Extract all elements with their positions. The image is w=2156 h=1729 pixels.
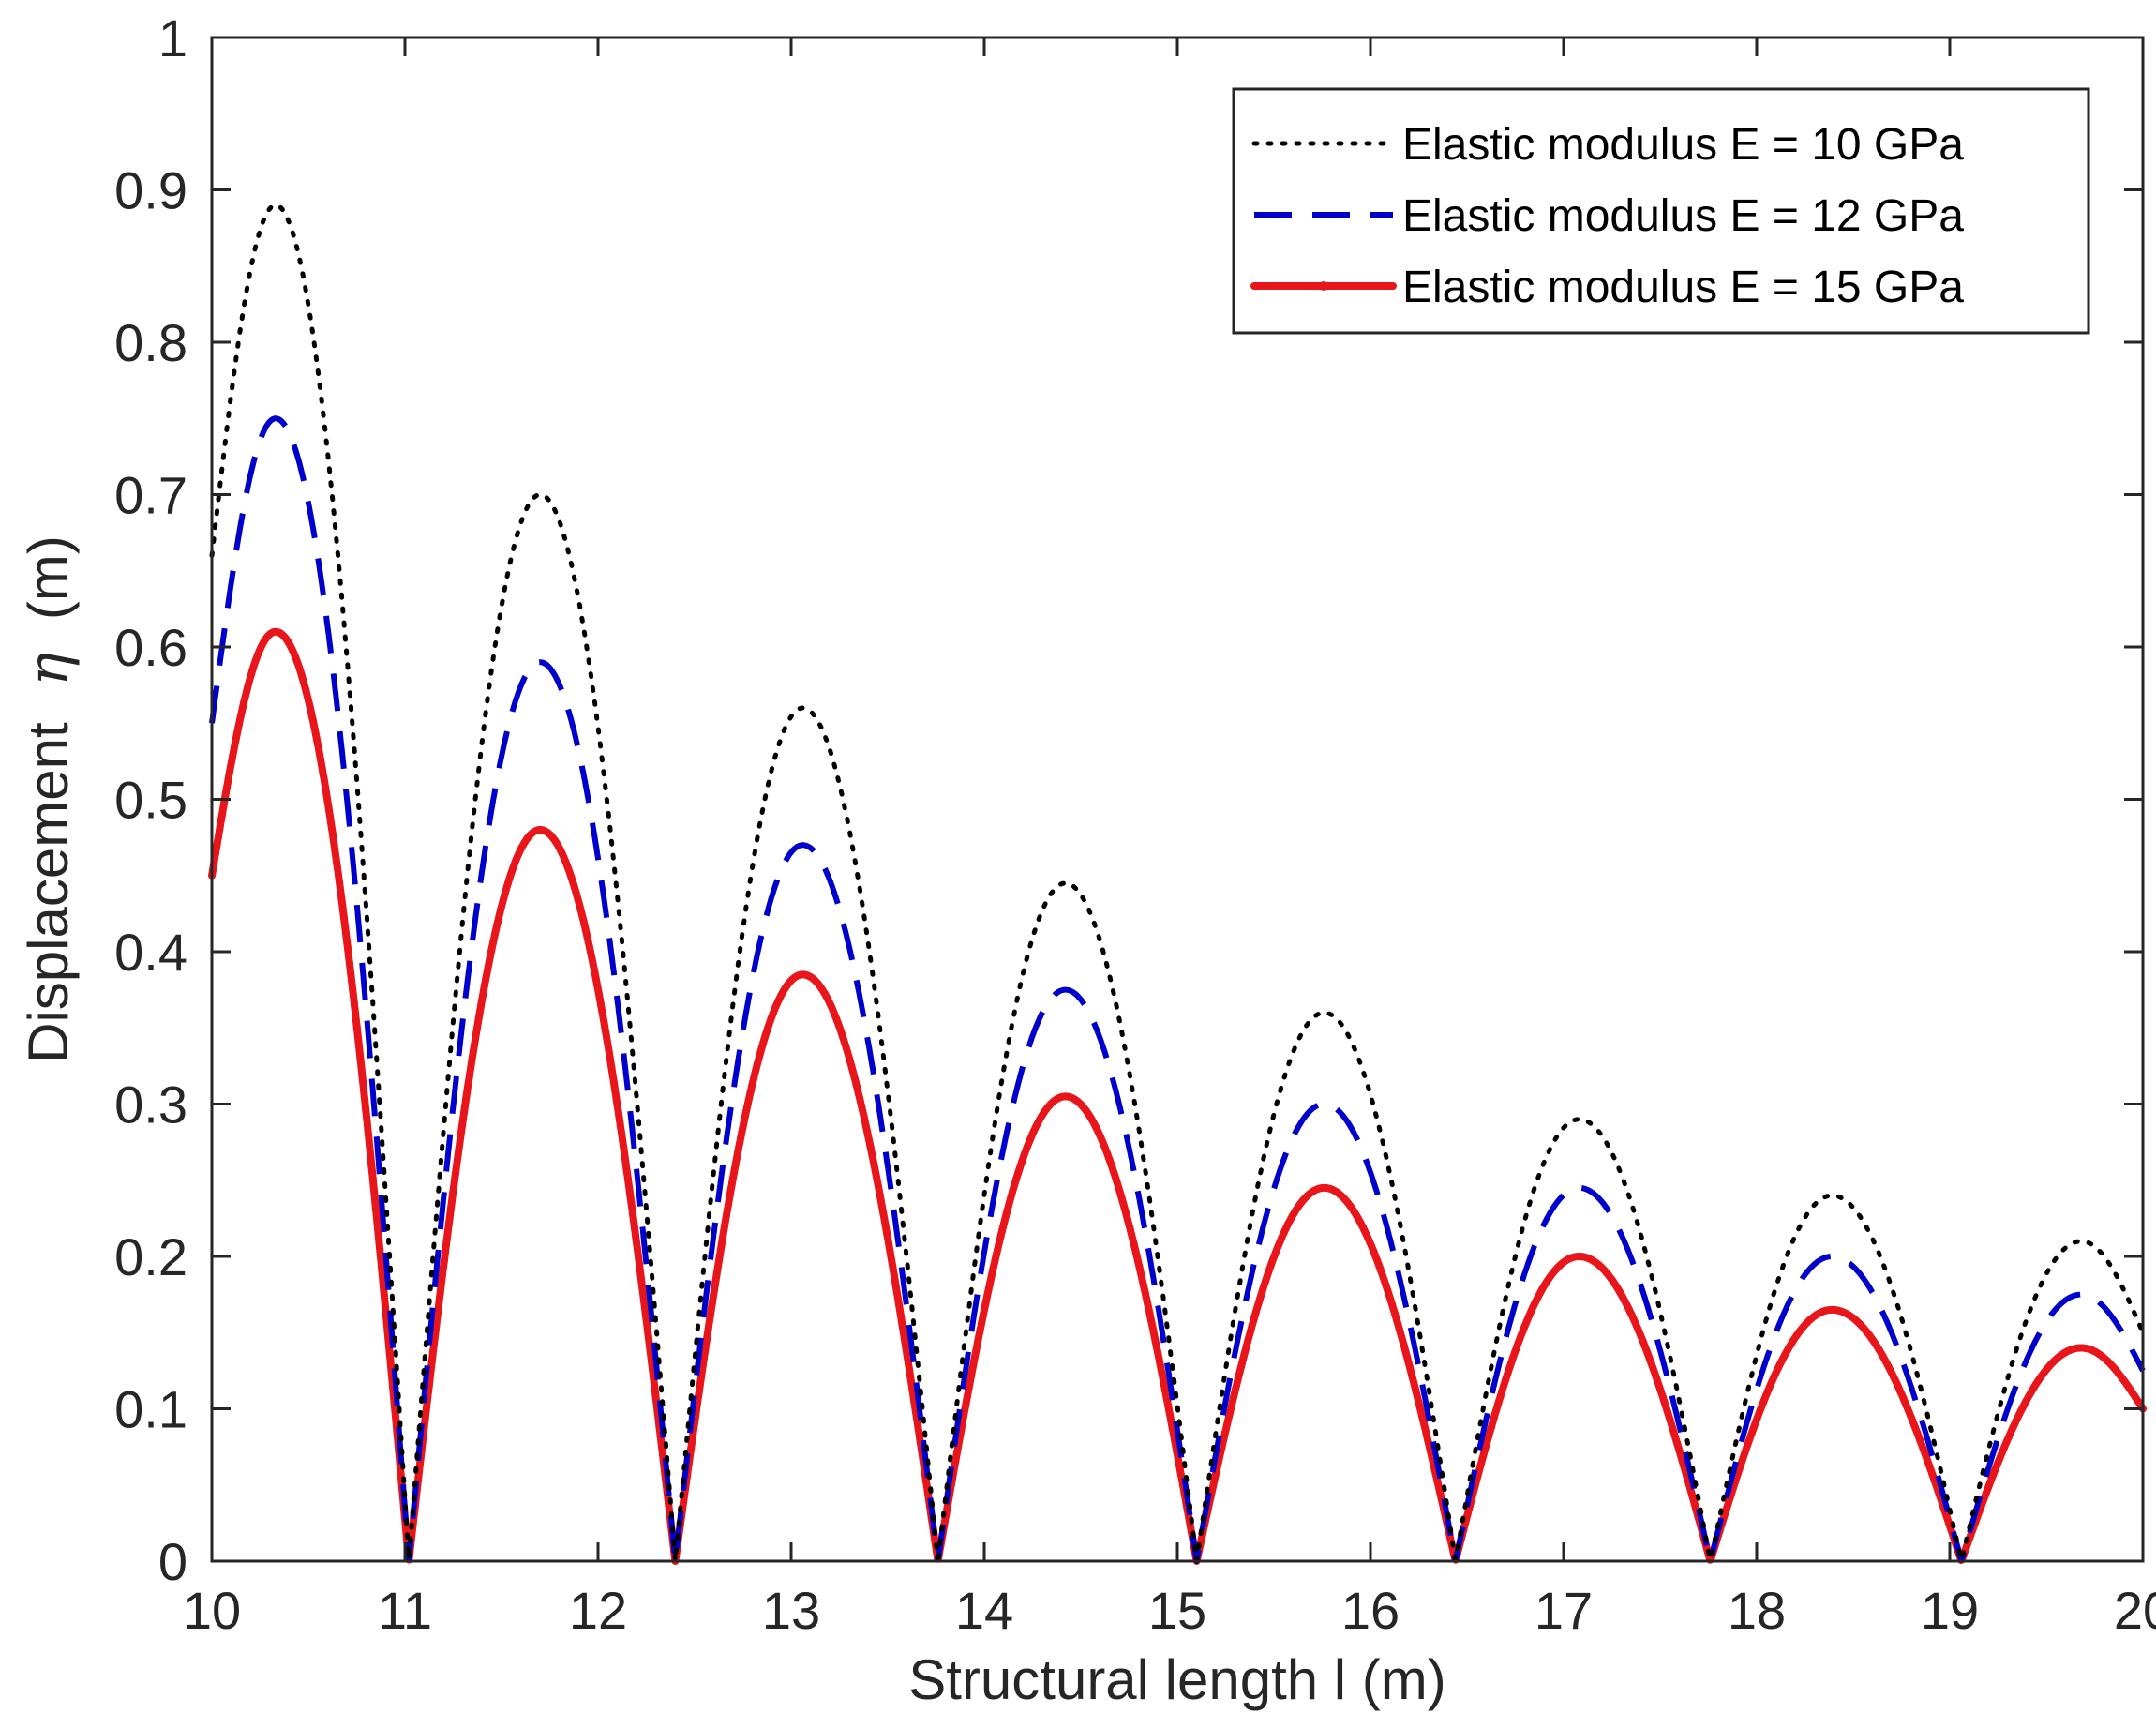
x-tick-label: 17 <box>1535 1581 1593 1640</box>
y-tick-labels: 0 0.1 0.2 0.3 0.4 0.5 0.6 0.7 0.8 0.9 1 <box>114 8 187 1591</box>
x-tick-labels: 10 11 12 13 14 15 16 17 18 19 20 <box>183 1581 2156 1640</box>
y-tick-label: 1 <box>158 8 187 68</box>
y-tick-label: 0.7 <box>114 466 187 525</box>
series-line-1 <box>209 203 2146 1564</box>
legend-label-1: Elastic modulus E = 10 GPa <box>1402 120 1964 170</box>
y-tick-label: 0.1 <box>114 1380 187 1439</box>
legend: Elastic modulus E = 10 GPa Elastic modulu… <box>1232 87 2090 335</box>
y-tick-label: 0 <box>158 1532 187 1591</box>
series-layer <box>208 203 2147 1565</box>
series-line-3 <box>208 627 2147 1565</box>
y-tick-label: 0.4 <box>114 923 187 982</box>
x-axis-title: Structural length l (m) <box>908 1648 1446 1711</box>
y-tick-label: 0.6 <box>114 618 187 677</box>
x-tick-label: 20 <box>2114 1581 2156 1640</box>
y-tick-label: 0.2 <box>114 1227 187 1286</box>
legend-box <box>1232 87 2090 335</box>
x-tick-label: 10 <box>183 1581 241 1640</box>
y-tick-label: 0.3 <box>114 1075 187 1135</box>
y-tick-label: 0.8 <box>114 313 187 372</box>
x-tick-label: 15 <box>1148 1581 1206 1640</box>
x-tick-label: 18 <box>1728 1581 1786 1640</box>
y-axis-title-prefix: Displacement <box>17 722 80 1063</box>
series-line-2 <box>209 415 2146 1564</box>
x-tick-label: 19 <box>1921 1581 1979 1640</box>
legend-label-3: Elastic modulus E = 15 GPa <box>1402 263 1964 312</box>
tick-marks <box>210 36 2145 1563</box>
x-tick-label: 16 <box>1341 1581 1400 1640</box>
y-axis-title-unit: (m) <box>17 535 80 620</box>
x-tick-label: 13 <box>762 1581 820 1640</box>
y-axis-title: Displacement η (m) <box>16 535 82 1063</box>
y-tick-label: 0.5 <box>114 771 187 830</box>
y-tick-label: 0.9 <box>114 161 187 220</box>
legend-marker <box>1319 281 1328 291</box>
x-tick-label: 12 <box>569 1581 627 1640</box>
legend-label-2: Elastic modulus E = 12 GPa <box>1402 191 1964 241</box>
x-tick-label: 14 <box>955 1581 1013 1640</box>
y-axis-title-symbol: η <box>16 653 82 686</box>
x-tick-label: 11 <box>378 1581 432 1640</box>
